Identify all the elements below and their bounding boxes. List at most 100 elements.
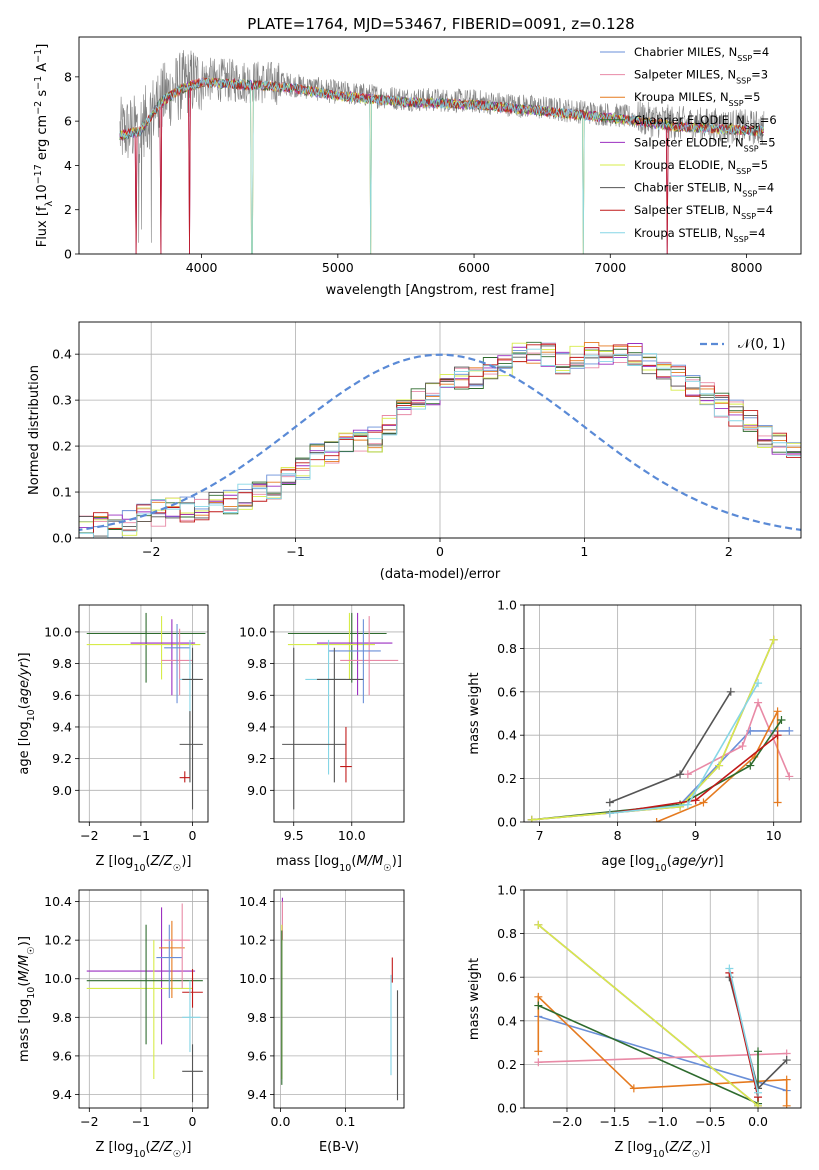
x-tick-label: 0 — [189, 1114, 197, 1129]
weight-point-marker — [683, 800, 692, 809]
x-tick-label: 6000 — [458, 260, 490, 275]
y-tick-label: 2 — [64, 202, 72, 217]
y-tick-label: 9.6 — [247, 1048, 267, 1063]
weight-point-marker — [754, 1088, 763, 1097]
x-tick-label: −1.5 — [600, 1114, 630, 1129]
weight-vs-age-panel: 7 8 9 10 0.0 0.2 0.4 0.6 0.8 1.0 mass weight — [467, 598, 802, 843]
legend-entry: Kroupa ELODIE, NSSP=5 — [634, 158, 768, 176]
axes-frame — [523, 889, 802, 1109]
y-tick-label: 0.8 — [497, 641, 517, 656]
axes-frame — [78, 321, 802, 539]
legend-entry: Kroupa MILES, NSSP=5 — [634, 90, 760, 108]
x-axis-label: age [log10(age/yr)] — [601, 854, 723, 874]
weight-point-marker — [534, 992, 543, 1001]
y-tick-label: 8 — [64, 69, 72, 84]
weight-point-marker — [629, 1084, 638, 1093]
x-axis-label: E(B-V) — [319, 1140, 359, 1155]
mass-vs-EBV-panel: 0.0 0.1 9.4 9.6 9.8 10.0 10.2 10.4 — [239, 889, 405, 1129]
x-tick-label: −2 — [80, 828, 98, 843]
x-tick-label: 8000 — [731, 260, 763, 275]
x-tick-label: 1 — [580, 544, 588, 559]
axes-frame — [523, 604, 802, 823]
x-tick-label: −1.0 — [647, 1114, 677, 1129]
x-tick-label: −1 — [132, 828, 150, 843]
y-tick-label: 0.4 — [497, 1013, 517, 1028]
y-tick-label: 10.0 — [239, 971, 267, 986]
x-tick-label: 10.0 — [338, 828, 366, 843]
y-tick-label: 0.6 — [497, 970, 517, 985]
spectrum-panel: 4000 5000 6000 7000 8000 0 2 4 6 8 Chabrier MILES,… — [64, 36, 802, 298]
y-tick-label: 1.0 — [497, 598, 517, 613]
y-tick-label: 0.6 — [497, 684, 517, 699]
x-axis-label: Z [log10(Z/Z☉)] — [95, 854, 191, 874]
x-tick-label: 9.5 — [284, 828, 304, 843]
x-tick-label: 0 — [189, 828, 197, 843]
y-tick-label: 0.2 — [497, 771, 517, 786]
x-tick-label: 0.0 — [748, 1114, 768, 1129]
x-tick-label: 8 — [614, 828, 622, 843]
weight-point-marker — [726, 687, 735, 696]
weight-point-marker — [785, 726, 794, 735]
x-axis-label: Z [log10(Z/Z☉)] — [95, 1140, 191, 1160]
age-vs-mass-panel: 9.5 10.0 9.0 9.2 9.4 9.6 9.8 10.0 — [239, 604, 405, 843]
mass-vs-Z-plot-area — [86, 903, 203, 1103]
y-tick-label: 9.4 — [52, 1087, 72, 1102]
x-tick-label: −0.5 — [695, 1114, 725, 1129]
y-tick-label: 0.1 — [52, 485, 72, 500]
residuals-plot-area — [79, 341, 801, 538]
weight-point-marker — [534, 1058, 543, 1067]
legend-entry: 𝒩(0, 1) — [738, 337, 785, 352]
x-axis-label: mass [log10(M/M☉)] — [276, 854, 402, 874]
x-tick-label: 0 — [436, 544, 444, 559]
axes-frame — [273, 889, 405, 1109]
normal-curve-line — [79, 353, 801, 532]
y-tick-label: 0.2 — [497, 1057, 517, 1072]
x-tick-label: −1 — [132, 1114, 150, 1129]
y-tick-label: 9.2 — [52, 751, 72, 766]
x-tick-label: 2 — [725, 544, 733, 559]
mass-vs-EBV-plot-area — [281, 897, 399, 1101]
weight-point-marker — [746, 761, 755, 770]
weight-point-marker — [785, 772, 794, 781]
y-axis-label: mass [log10(M/M☉)] — [17, 936, 37, 1062]
y-tick-label: 0 — [64, 247, 72, 262]
legend-entry: Salpeter ELODIE, NSSP=5 — [634, 135, 776, 153]
y-tick-label: 9.6 — [52, 688, 72, 703]
y-tick-label: 0.4 — [52, 347, 72, 362]
legend-entry: Chabrier ELODIE, NSSP=6 — [634, 113, 777, 131]
y-tick-label: 9.2 — [247, 751, 267, 766]
weight-series-line — [728, 968, 759, 1093]
axes-frame — [78, 889, 209, 1109]
residual-histogram-step — [79, 348, 801, 538]
y-axis-label: age [log10(age/yr)] — [17, 652, 37, 774]
weight-point-marker — [715, 761, 724, 770]
weight-point-marker — [769, 635, 778, 644]
y-tick-label: 9.8 — [247, 1010, 267, 1025]
age-vs-mass-plot-area — [282, 612, 399, 810]
weight-point-marker — [534, 1001, 543, 1010]
weight-point-marker — [782, 1101, 791, 1108]
axes-frame — [78, 604, 209, 823]
weight-point-marker — [725, 964, 734, 973]
y-tick-label: 10.2 — [44, 933, 72, 948]
y-tick-label: 9.4 — [247, 719, 267, 734]
age-vs-Z-plot-area — [86, 612, 206, 810]
x-tick-label: 9 — [692, 828, 700, 843]
weight-series-line — [537, 924, 759, 1107]
y-tick-label: 9.8 — [247, 656, 267, 671]
weight-point-marker — [534, 1047, 543, 1056]
y-tick-label: 1.0 — [497, 883, 517, 898]
weight-point-marker — [773, 798, 782, 807]
y-tick-label: 0.2 — [52, 439, 72, 454]
axes-frame — [78, 36, 802, 255]
weight-point-marker — [676, 770, 685, 779]
y-tick-label: 10.2 — [239, 933, 267, 948]
y-tick-label: 10.0 — [44, 624, 72, 639]
y-tick-label: 0.3 — [52, 393, 72, 408]
mass-vs-Z-panel: −2 −1 0 9.4 9.6 9.8 10.0 10.2 10.4 — [44, 889, 209, 1129]
y-tick-label: 4 — [64, 158, 72, 173]
x-tick-label: 4000 — [186, 260, 218, 275]
weight-point-marker — [754, 679, 763, 688]
y-tick-label: 10.4 — [44, 894, 72, 909]
